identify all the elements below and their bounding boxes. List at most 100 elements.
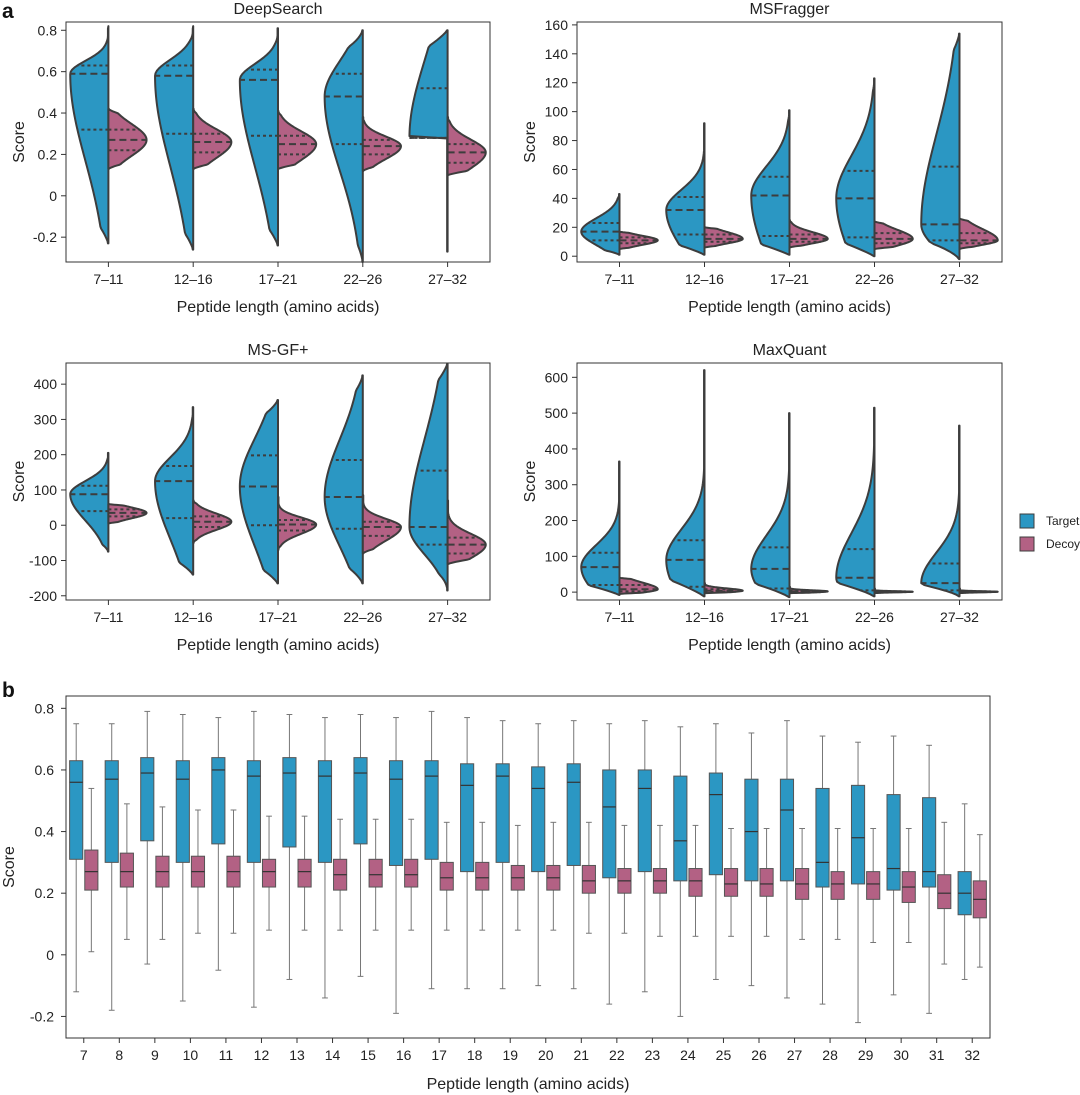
x-tick-label: 12–16 bbox=[685, 271, 724, 287]
box-decoy bbox=[404, 858, 419, 888]
chart-deepsearch: DeepSearch Peptide length (amino acids) Sc… bbox=[11, 1, 491, 316]
plot-frame bbox=[65, 695, 991, 1039]
box-target bbox=[495, 763, 510, 863]
x-tick-label: 27–32 bbox=[940, 609, 979, 625]
violin-decoy bbox=[361, 116, 402, 172]
box-decoy bbox=[84, 849, 99, 891]
box-target bbox=[744, 778, 759, 882]
violin-target bbox=[154, 406, 195, 576]
y-tick-label: -200 bbox=[29, 588, 57, 604]
y-axis-label: Score bbox=[522, 121, 539, 163]
box-decoy bbox=[688, 868, 703, 897]
y-tick-label: 200 bbox=[34, 447, 58, 463]
x-axis-label: Peptide length (amino acids) bbox=[427, 1076, 630, 1093]
box-decoy bbox=[119, 852, 134, 888]
box-target bbox=[886, 794, 901, 891]
y-tick-label: 0 bbox=[560, 248, 568, 264]
x-tick-label: 7–11 bbox=[604, 271, 634, 287]
y-tick-label: 0 bbox=[46, 947, 54, 963]
y-tick-label: 500 bbox=[545, 405, 569, 421]
y-tick-label: 0 bbox=[49, 517, 57, 533]
y-tick-label: 40 bbox=[552, 190, 568, 206]
y-tick-label: 140 bbox=[545, 46, 569, 62]
x-tick-label: 22–26 bbox=[343, 609, 382, 625]
violin-target bbox=[920, 424, 961, 598]
x-tick-label: 22–26 bbox=[855, 609, 894, 625]
y-tick-label: 0.6 bbox=[38, 64, 58, 80]
violin-target bbox=[920, 32, 961, 261]
x-tick-label: 20 bbox=[538, 1047, 554, 1063]
x-axis-label: Peptide length (amino acids) bbox=[177, 299, 380, 316]
chart-msgfplus: MS-GF+ Peptide length (amino acids) Score -… bbox=[11, 342, 491, 654]
panel-label-a: a bbox=[2, 0, 14, 23]
box-decoy bbox=[830, 871, 845, 900]
box-target bbox=[566, 763, 581, 866]
chart-title: DeepSearch bbox=[234, 1, 323, 18]
box-target bbox=[815, 787, 830, 888]
x-tick-label: 26 bbox=[751, 1047, 767, 1063]
x-tick-label: 23 bbox=[645, 1047, 661, 1063]
box-decoy bbox=[261, 858, 277, 888]
y-tick-label: -100 bbox=[29, 553, 57, 569]
x-tick-label: 9 bbox=[151, 1047, 159, 1063]
violin-decoy bbox=[277, 496, 318, 551]
violin-decoy bbox=[361, 494, 402, 555]
x-tick-label: 12–16 bbox=[685, 609, 724, 625]
box-target bbox=[353, 757, 368, 845]
x-tick-label: 22–26 bbox=[343, 271, 382, 287]
y-tick-label: 20 bbox=[552, 219, 568, 235]
chart-title: MaxQuant bbox=[753, 342, 827, 359]
y-axis-label: Score bbox=[1, 846, 18, 888]
x-tick-label: 16 bbox=[396, 1047, 412, 1063]
box-target bbox=[460, 763, 475, 873]
x-tick-label: 12 bbox=[254, 1047, 270, 1063]
violin-target bbox=[665, 369, 706, 598]
y-tick-label: -0.2 bbox=[30, 1008, 54, 1024]
violin-decoy bbox=[873, 220, 914, 250]
box-target bbox=[708, 772, 723, 876]
box-decoy bbox=[439, 861, 454, 891]
box-target bbox=[282, 757, 297, 848]
box-decoy bbox=[297, 858, 312, 888]
box-target bbox=[850, 784, 866, 885]
chart-score-by-length-boxplot: Peptide length (amino acids) Score -0.2 0 0.… bbox=[1, 695, 991, 1093]
y-tick-label: 0.2 bbox=[35, 885, 55, 901]
legend-decoy-label: Decoy bbox=[1046, 537, 1080, 551]
violin-decoy bbox=[192, 107, 233, 170]
violin-decoy bbox=[703, 226, 744, 249]
x-tick-label: 7–11 bbox=[93, 271, 123, 287]
x-tick-label: 25 bbox=[716, 1047, 732, 1063]
violin-target bbox=[238, 27, 279, 247]
panel-label-b: b bbox=[2, 679, 15, 702]
x-tick-label: 31 bbox=[929, 1047, 945, 1063]
y-tick-label: 60 bbox=[552, 161, 568, 177]
x-tick-label: 12–16 bbox=[174, 609, 213, 625]
legend-target-swatch bbox=[1019, 513, 1035, 529]
x-axis-label: Peptide length (amino acids) bbox=[177, 637, 380, 654]
x-tick-label: 17–21 bbox=[770, 609, 809, 625]
legend-decoy-swatch bbox=[1019, 536, 1035, 552]
violin-target bbox=[69, 451, 110, 553]
x-tick-label: 22–26 bbox=[855, 271, 894, 287]
x-tick-label: 8 bbox=[115, 1047, 123, 1063]
y-tick-label: 0.8 bbox=[35, 700, 55, 716]
box-target bbox=[175, 760, 190, 863]
x-tick-label: 7–11 bbox=[93, 609, 123, 625]
y-tick-label: 0.4 bbox=[38, 105, 58, 121]
violin-target bbox=[835, 406, 876, 598]
y-tick-label: -0.2 bbox=[33, 229, 57, 245]
x-axis-label: Peptide length (amino acids) bbox=[688, 637, 891, 654]
y-tick-label: 0 bbox=[560, 584, 568, 600]
violin-target bbox=[835, 77, 876, 258]
box-target bbox=[104, 760, 119, 863]
x-tick-label: 29 bbox=[858, 1047, 874, 1063]
violin-target bbox=[750, 412, 791, 599]
violin-decoy bbox=[446, 116, 487, 177]
violin-decoy bbox=[277, 109, 318, 170]
box-target bbox=[388, 760, 404, 866]
y-tick-label: 0.2 bbox=[38, 146, 58, 162]
y-tick-label: 0.6 bbox=[35, 762, 55, 778]
y-tick-label: 0.8 bbox=[38, 22, 58, 38]
violin-target bbox=[408, 29, 449, 253]
